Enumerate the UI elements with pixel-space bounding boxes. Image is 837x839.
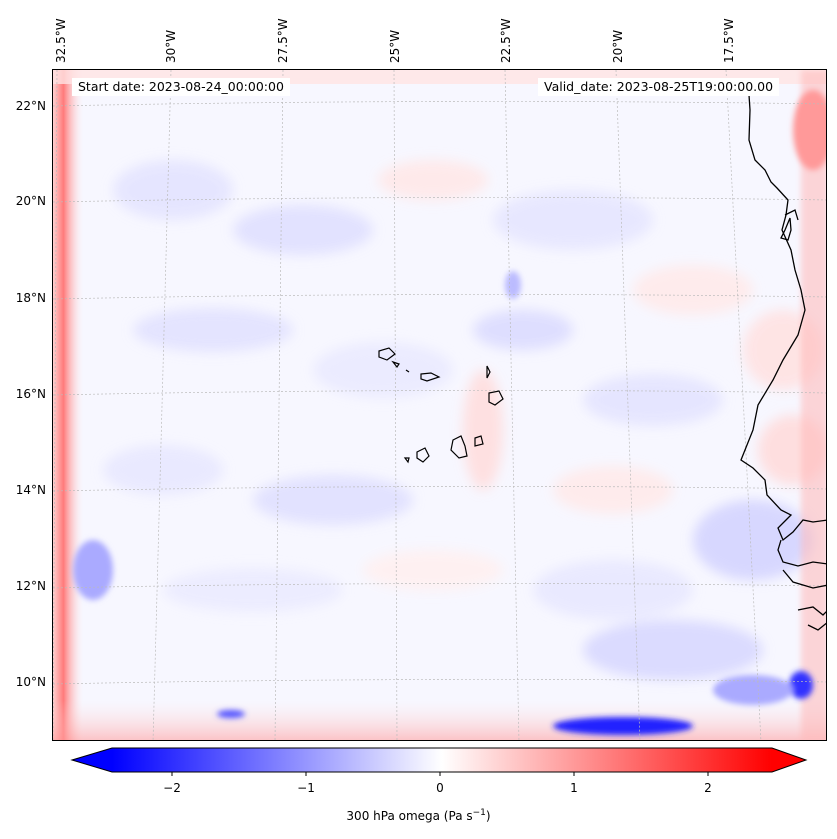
omega-field-map xyxy=(53,70,826,740)
lat-label-22n: 22°N xyxy=(15,99,46,113)
strong-features xyxy=(73,90,826,735)
lon-label-27-5w: 27.5°W xyxy=(276,18,290,63)
lon-label-32-5w: 32.5°W xyxy=(54,18,68,63)
colorbar-label: 300 hPa omega (Pa s−1) xyxy=(0,808,837,823)
graticule xyxy=(53,70,826,740)
field-texture xyxy=(103,160,826,680)
lat-label-14n: 14°N xyxy=(15,483,46,497)
colorbar-tick-neg2: −2 xyxy=(163,781,181,795)
left-boundary-band xyxy=(53,70,83,740)
colorbar-extend-max xyxy=(772,748,806,772)
colorbar-tick-marks xyxy=(171,772,709,776)
colorbar-tick-2: 2 xyxy=(704,781,712,795)
lon-label-22-5w: 22.5°W xyxy=(499,18,513,63)
colorbar-body xyxy=(112,748,772,772)
lat-label-20n: 20°N xyxy=(15,194,46,208)
colorbar-extend-min xyxy=(72,748,112,772)
start-date-label: Start date: 2023-08-24_00:00:00 xyxy=(72,78,290,96)
colorbar-tick-1: 1 xyxy=(570,781,578,795)
lon-label-30w: 30°W xyxy=(164,29,178,63)
coastline xyxy=(740,79,826,631)
colorbar-label-close: ) xyxy=(485,809,491,823)
colorbar xyxy=(70,747,808,776)
colorbar-tick-0: 0 xyxy=(436,781,444,795)
colorbar-label-exponent: −1 xyxy=(472,808,486,818)
lat-label-12n: 12°N xyxy=(15,579,46,593)
lon-label-17-5w: 17.5°W xyxy=(722,18,736,63)
colorbar-outline xyxy=(70,747,808,773)
lat-label-10n: 10°N xyxy=(15,675,46,689)
right-boundary-band xyxy=(801,70,826,740)
lon-label-20w: 20°W xyxy=(611,29,625,63)
bottom-boundary-band xyxy=(53,700,826,740)
lat-label-16n: 16°N xyxy=(15,387,46,401)
lon-label-25w: 25°W xyxy=(388,29,402,63)
lat-label-18n: 18°N xyxy=(15,291,46,305)
colorbar-label-text: 300 hPa omega (Pa s xyxy=(346,809,473,823)
valid-date-label: Valid_date: 2023-08-25T19:00:00.00 xyxy=(538,78,780,96)
cape-verde-islands xyxy=(378,347,504,464)
colorbar-tick-neg1: −1 xyxy=(297,781,315,795)
map-panel[interactable] xyxy=(52,69,827,741)
